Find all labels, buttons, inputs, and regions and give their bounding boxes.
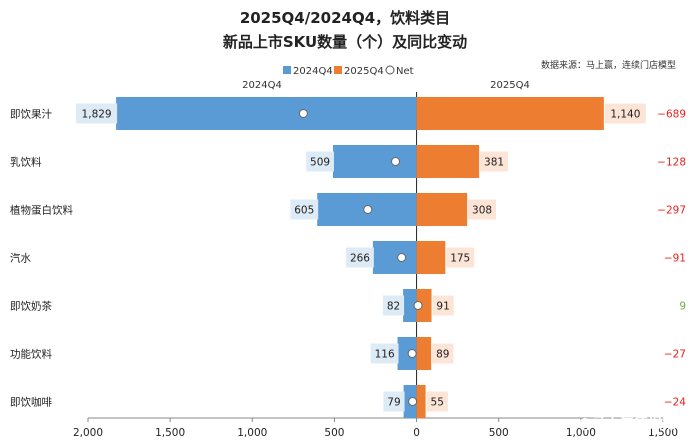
watermark: @马上赢情报站	[578, 415, 676, 432]
net-label: −689	[657, 109, 686, 121]
category-label: 即饮奶茶	[10, 300, 52, 313]
bar-2025q4	[416, 193, 468, 226]
value-label-2025q4: 308	[472, 205, 492, 217]
x-tick-label: 1,000	[237, 427, 267, 439]
bar-2025q4	[416, 145, 480, 178]
left-period-label: 2024Q4	[242, 80, 282, 91]
value-label-2024q4: 1,829	[82, 109, 112, 121]
x-tick-label: 500	[489, 427, 509, 439]
bar-2025q4	[416, 241, 446, 274]
legend: 2024Q4 2025Q4 Net	[283, 65, 414, 77]
value-label-2024q4: 509	[310, 157, 330, 169]
legend-label-net: Net	[396, 66, 414, 77]
legend-swatch-2025q4	[334, 66, 342, 74]
plot-area: 2,000 1,500 1,000 500 0 500 1,000 1,500 即饮果汁 1,82…	[10, 92, 686, 439]
net-label: −297	[657, 205, 686, 217]
value-label-2025q4-bg	[468, 199, 496, 220]
x-tick-label: 2,000	[73, 427, 103, 439]
net-label: −27	[664, 349, 686, 361]
value-label-2025q4: 89	[436, 349, 449, 361]
net-marker	[408, 397, 418, 406]
category-label: 植物蛋白饮料	[10, 204, 73, 217]
net-label: −128	[657, 157, 686, 169]
net-label: −91	[664, 253, 686, 265]
chart-title-line2: 新品上市SKU数量（个）及同比变动	[223, 33, 467, 51]
net-marker	[407, 349, 417, 358]
watermark-text: @马上赢情报站	[578, 415, 676, 432]
value-label-2024q4-bg	[290, 199, 319, 220]
value-label-2024q4-bg	[370, 343, 399, 364]
x-tick-label: 1,500	[648, 427, 678, 439]
value-label-2025q4: 175	[450, 253, 470, 265]
value-label-2025q4-bg	[432, 343, 454, 364]
x-tick-label: 1,500	[155, 427, 185, 439]
net-label: −24	[664, 397, 686, 409]
bar-2025q4	[416, 97, 604, 130]
net-marker	[363, 205, 373, 214]
value-label-2024q4-bg	[346, 247, 374, 268]
value-label-2025q4-bg	[446, 247, 475, 268]
value-label-2025q4-bg	[432, 295, 454, 316]
value-label-2024q4-bg	[306, 151, 334, 172]
legend-swatch-2024q4	[283, 66, 291, 74]
value-label-2024q4: 605	[294, 205, 314, 217]
value-label-2024q4-bg	[76, 103, 118, 124]
legend-label-2024q4: 2024Q4	[293, 66, 333, 77]
category-label: 乳饮料	[10, 156, 42, 169]
right-period-label: 2025Q4	[490, 80, 530, 91]
bar-2025q4	[416, 385, 426, 418]
bar-2024q4	[397, 337, 417, 370]
value-label-2024q4: 82	[387, 301, 400, 313]
value-label-2024q4: 116	[375, 349, 395, 361]
legend-marker-net	[385, 65, 395, 75]
category-label: 即饮咖啡	[10, 396, 52, 409]
net-marker	[391, 157, 401, 166]
value-label-2025q4: 381	[484, 157, 504, 169]
value-label-2025q4-bg	[426, 391, 448, 412]
bar-2025q4	[416, 337, 432, 370]
value-label-2025q4: 1,140	[610, 109, 640, 121]
category-label: 即饮果汁	[10, 108, 52, 121]
bar-2024q4	[116, 97, 417, 130]
value-label-2024q4-bg	[382, 295, 405, 316]
bar-2024q4	[372, 241, 417, 274]
data-source-note: 数据来源：马上赢，连续门店模型	[541, 59, 676, 71]
category-label: 功能饮料	[10, 348, 52, 361]
net-marker	[298, 109, 308, 118]
value-label-2024q4: 79	[387, 397, 400, 409]
value-label-2025q4: 55	[431, 397, 444, 409]
value-label-2024q4-bg	[383, 391, 405, 412]
net-marker	[397, 253, 407, 262]
net-label: 9	[679, 301, 686, 313]
value-label-2024q4: 266	[350, 253, 370, 265]
value-label-2025q4-bg	[604, 103, 646, 124]
chart-title-line1: 2025Q4/2024Q4，饮料类目	[240, 9, 450, 27]
x-tick-label: 0	[413, 427, 420, 439]
legend-label-2025q4: 2025Q4	[344, 66, 384, 77]
net-marker	[413, 301, 423, 310]
x-tick-label: 500	[324, 427, 344, 439]
value-label-2025q4: 91	[436, 301, 449, 313]
value-label-2025q4-bg	[480, 151, 508, 172]
bar-2024q4	[332, 145, 417, 178]
bar-2024q4	[403, 289, 417, 322]
category-label: 汽水	[10, 252, 31, 265]
x-tick-label: 1,000	[566, 427, 596, 439]
bar-2025q4	[416, 289, 432, 322]
